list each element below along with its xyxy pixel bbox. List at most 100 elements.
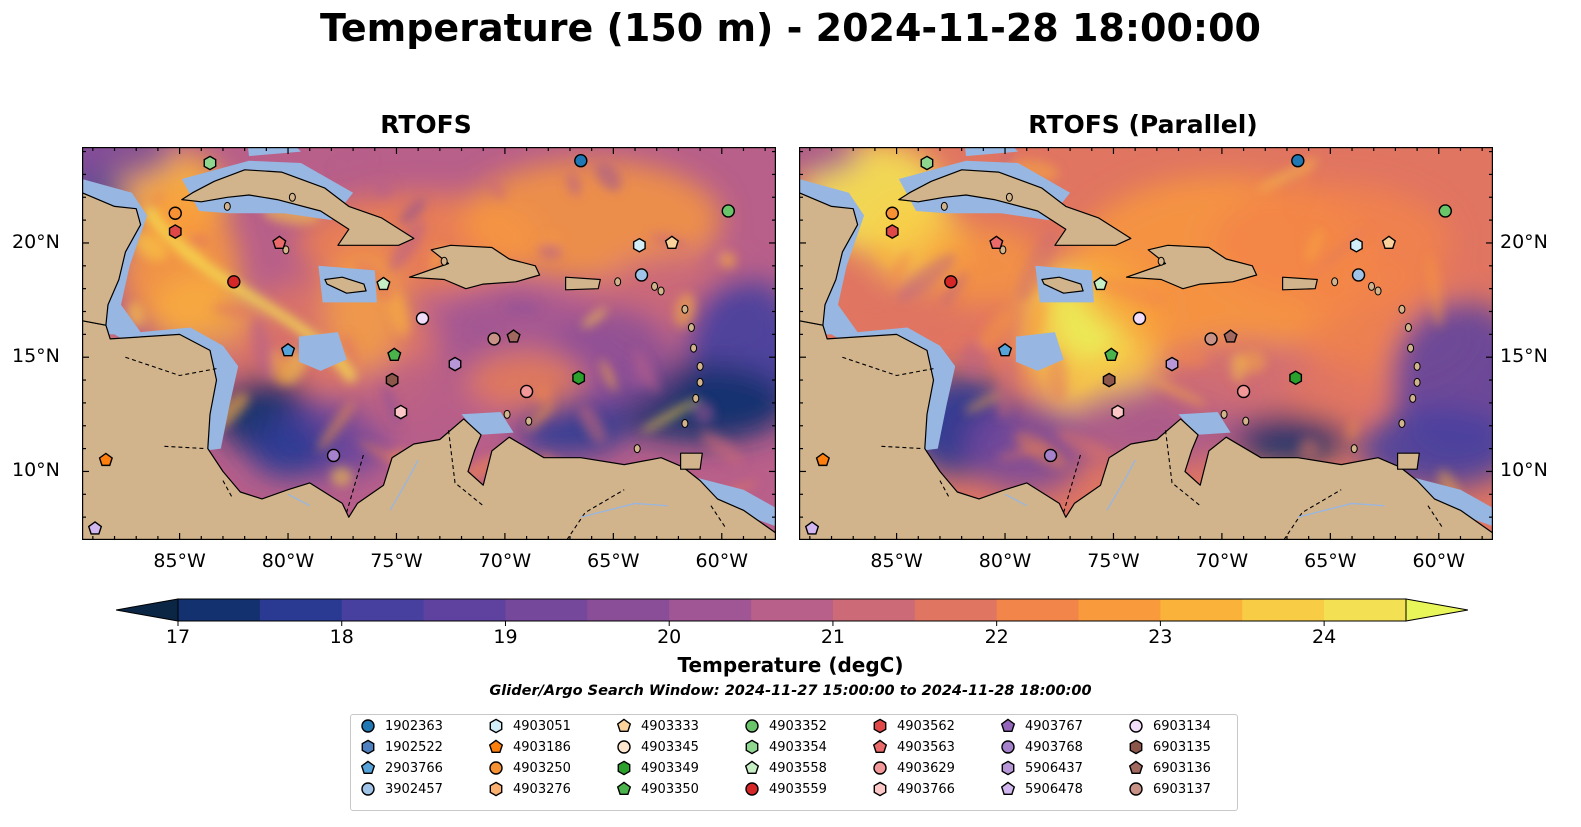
legend-item: 4903333	[615, 716, 699, 736]
pentagon-marker-icon	[872, 739, 888, 754]
country-border	[939, 480, 950, 497]
float-marker-4903768	[1043, 448, 1058, 463]
legend-item: 6903134	[1127, 716, 1211, 736]
hexagon-marker-icon	[873, 718, 887, 734]
legend-item: 4903352	[743, 716, 827, 736]
legend-item: 2903766	[359, 758, 443, 778]
search-window-text: Glider/Argo Search Window: 2024-11-27 15…	[489, 683, 1092, 699]
legend-label: 3902457	[385, 781, 443, 797]
pentagon-marker-icon	[616, 781, 632, 796]
land-cuba	[898, 169, 1132, 246]
land-puertoRico	[565, 276, 601, 291]
colorbar-segment	[259, 599, 343, 621]
legend-item: 3902457	[359, 779, 443, 799]
legend-marker-4903276	[489, 781, 503, 797]
float-marker-4903559	[227, 275, 241, 289]
colorbar-tick-label: 21	[820, 626, 846, 648]
float-marker-4903558	[1093, 276, 1108, 291]
country-border	[222, 480, 233, 497]
float-marker-2903766	[997, 342, 1013, 357]
country-border	[710, 505, 727, 529]
small-island	[1404, 323, 1412, 333]
map-panel-rtofs	[82, 147, 776, 540]
legend-label: 4903350	[641, 781, 699, 797]
legend-item: 4903766	[871, 779, 955, 799]
hexagon-marker-icon	[361, 739, 375, 755]
colorbar-label: Temperature (degC)	[677, 653, 904, 677]
small-island	[440, 256, 448, 266]
small-island	[692, 393, 700, 403]
country-border	[125, 356, 217, 377]
legend-marker-6903136	[1128, 760, 1144, 775]
colorbar-segment	[1078, 599, 1161, 621]
legend-marker-5906478	[1000, 781, 1016, 796]
float-marker-4903352	[1438, 204, 1452, 218]
circle-marker-icon	[361, 719, 375, 733]
land-centralAmerica	[799, 320, 1493, 540]
river	[1106, 459, 1136, 511]
legend-label: 4903559	[769, 781, 827, 797]
lon-tick-label: 85°W	[153, 550, 206, 572]
land-trinidad	[680, 452, 703, 470]
map-frame	[82, 147, 776, 540]
shelf-region	[1015, 332, 1064, 371]
float-marker-4903186	[98, 452, 113, 467]
lon-tick-label: 70°W	[1195, 550, 1249, 572]
small-island	[1005, 192, 1013, 202]
float-marker-2903766	[280, 342, 296, 357]
pentagon-marker-icon	[1000, 718, 1016, 733]
legend-item: 6903137	[1127, 779, 1211, 799]
colorbar-segment	[341, 599, 425, 621]
circle-marker-icon	[1129, 719, 1143, 733]
legend-label: 1902522	[385, 739, 443, 755]
small-island	[525, 416, 533, 426]
legend-item: 1902363	[359, 716, 443, 736]
colorbar-min-extend	[115, 598, 179, 622]
colorbar-tick-label: 23	[1148, 626, 1173, 648]
lat-tick-label: 10°N	[1500, 459, 1548, 482]
legend-label: 4903276	[513, 781, 571, 797]
float-marker-4903350	[1104, 347, 1119, 361]
hexagon-marker-icon	[745, 739, 759, 755]
legend-marker-4903345	[617, 740, 631, 754]
legend-marker-4903333	[616, 718, 632, 733]
land-hispaniola	[408, 244, 541, 290]
colorbar-tick-label: 24	[1312, 626, 1337, 648]
small-island	[614, 277, 622, 287]
float-marker-4903250	[885, 206, 899, 220]
legend-item: 4903250	[487, 758, 571, 778]
legend-label: 2903766	[385, 760, 443, 776]
colorbar-segment	[832, 599, 916, 621]
float-marker-4903766	[1111, 404, 1125, 420]
small-island	[1368, 281, 1376, 291]
float-marker-6903136	[1223, 329, 1238, 343]
panel-title-rtofs: RTOFS	[380, 110, 472, 139]
float-marker-4903349	[572, 370, 586, 386]
small-island	[1409, 393, 1417, 403]
small-island	[1331, 277, 1339, 287]
country-border	[1164, 430, 1201, 507]
legend-marker-4903562	[873, 718, 887, 734]
float-marker-6903134	[1132, 311, 1147, 326]
country-border	[1427, 505, 1444, 529]
float-marker-5906437	[1165, 356, 1179, 372]
float-marker-4903558	[376, 276, 391, 291]
river	[580, 502, 668, 518]
float-marker-4903354	[920, 155, 934, 171]
circle-marker-icon	[489, 761, 503, 775]
legend-marker-4903629	[873, 761, 887, 775]
float-marker-6903135	[1102, 372, 1116, 388]
legend-label: 5906437	[1025, 760, 1083, 776]
pentagon-marker-icon	[488, 739, 504, 754]
land-yucatan	[799, 192, 859, 326]
legend-marker-4903250	[489, 761, 503, 775]
float-marker-4903333	[664, 235, 680, 250]
legend-label: 4903354	[769, 739, 827, 755]
legend-marker-4903563	[872, 739, 888, 754]
float-marker-6903137	[487, 332, 501, 346]
legend-label: 6903134	[1153, 718, 1211, 734]
float-marker-4903186	[815, 452, 830, 467]
float-marker-6903136	[506, 329, 521, 343]
hexagon-marker-icon	[873, 781, 887, 797]
colorbar-segment	[505, 599, 588, 621]
